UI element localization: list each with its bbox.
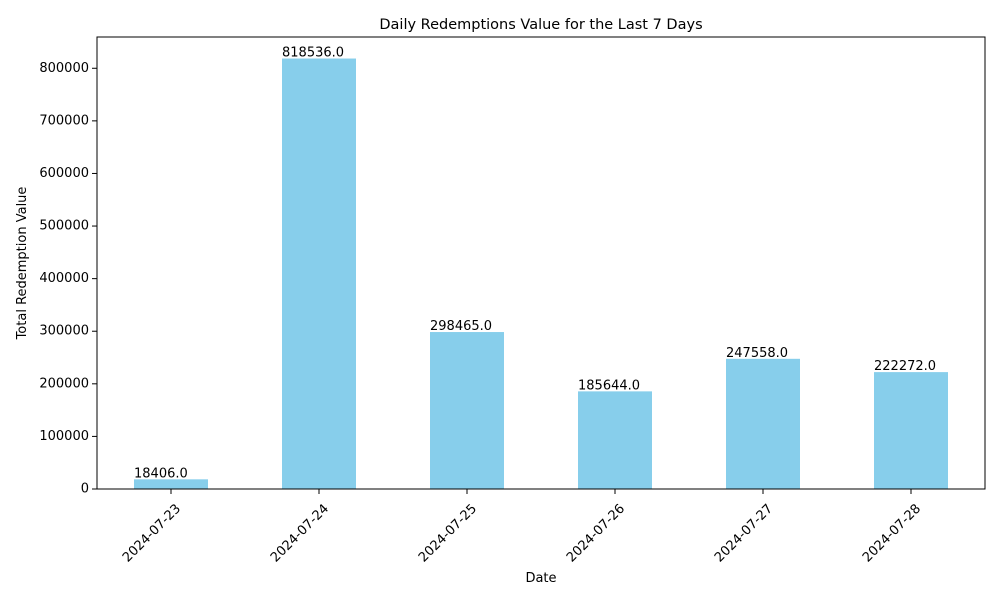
- bar-2024-07-24: [282, 58, 356, 489]
- x-tick-label-2024-07-28: 2024-07-28: [860, 501, 924, 565]
- x-axis: 2024-07-23 2024-07-24 2024-07-25 2024-07-26…: [120, 489, 924, 565]
- bar-2024-07-27: [726, 358, 800, 489]
- x-tick-label-2024-07-27: 2024-07-27: [712, 501, 776, 565]
- chart-title: Daily Redemptions Value for the Last 7 D…: [379, 17, 702, 33]
- y-tick-label-0: 0: [81, 482, 89, 497]
- data-label-2024-07-25: 298465.0: [430, 319, 492, 334]
- y-tick-label-700000: 700000: [39, 113, 89, 128]
- y-tick-label-300000: 300000: [39, 324, 89, 339]
- y-axis-label: Total Redemption Value: [15, 187, 30, 341]
- y-axis: 0 100000 200000 300000 400000 500000 600000 700…: [39, 61, 97, 497]
- data-label-2024-07-27: 247558.0: [726, 346, 788, 361]
- bars-layer: [134, 58, 948, 489]
- data-label-2024-07-28: 222272.0: [874, 359, 936, 374]
- x-tick-label-2024-07-26: 2024-07-26: [564, 501, 628, 565]
- bar-2024-07-25: [430, 332, 504, 489]
- y-tick-label-500000: 500000: [39, 219, 89, 234]
- y-tick-label-400000: 400000: [39, 271, 89, 286]
- data-labels-layer: 18406.0 818536.0 298465.0 185644.0 247558.0 2…: [134, 46, 936, 482]
- y-tick-label-600000: 600000: [39, 166, 89, 181]
- data-label-2024-07-24: 818536.0: [282, 46, 344, 61]
- x-tick-label-2024-07-24: 2024-07-24: [268, 501, 332, 565]
- y-tick-label-200000: 200000: [39, 376, 89, 391]
- plot-frame: [96, 36, 986, 490]
- data-label-2024-07-26: 185644.0: [578, 378, 640, 393]
- bar-2024-07-26: [578, 391, 652, 489]
- data-label-2024-07-23: 18406.0: [134, 466, 188, 481]
- bar-2024-07-28: [874, 372, 948, 489]
- x-tick-label-2024-07-23: 2024-07-23: [120, 501, 184, 565]
- y-tick-label-100000: 100000: [39, 429, 89, 444]
- y-tick-label-800000: 800000: [39, 61, 89, 76]
- x-axis-label: Date: [525, 571, 556, 586]
- x-tick-label-2024-07-25: 2024-07-25: [416, 501, 480, 565]
- bar-2024-07-23: [134, 479, 208, 489]
